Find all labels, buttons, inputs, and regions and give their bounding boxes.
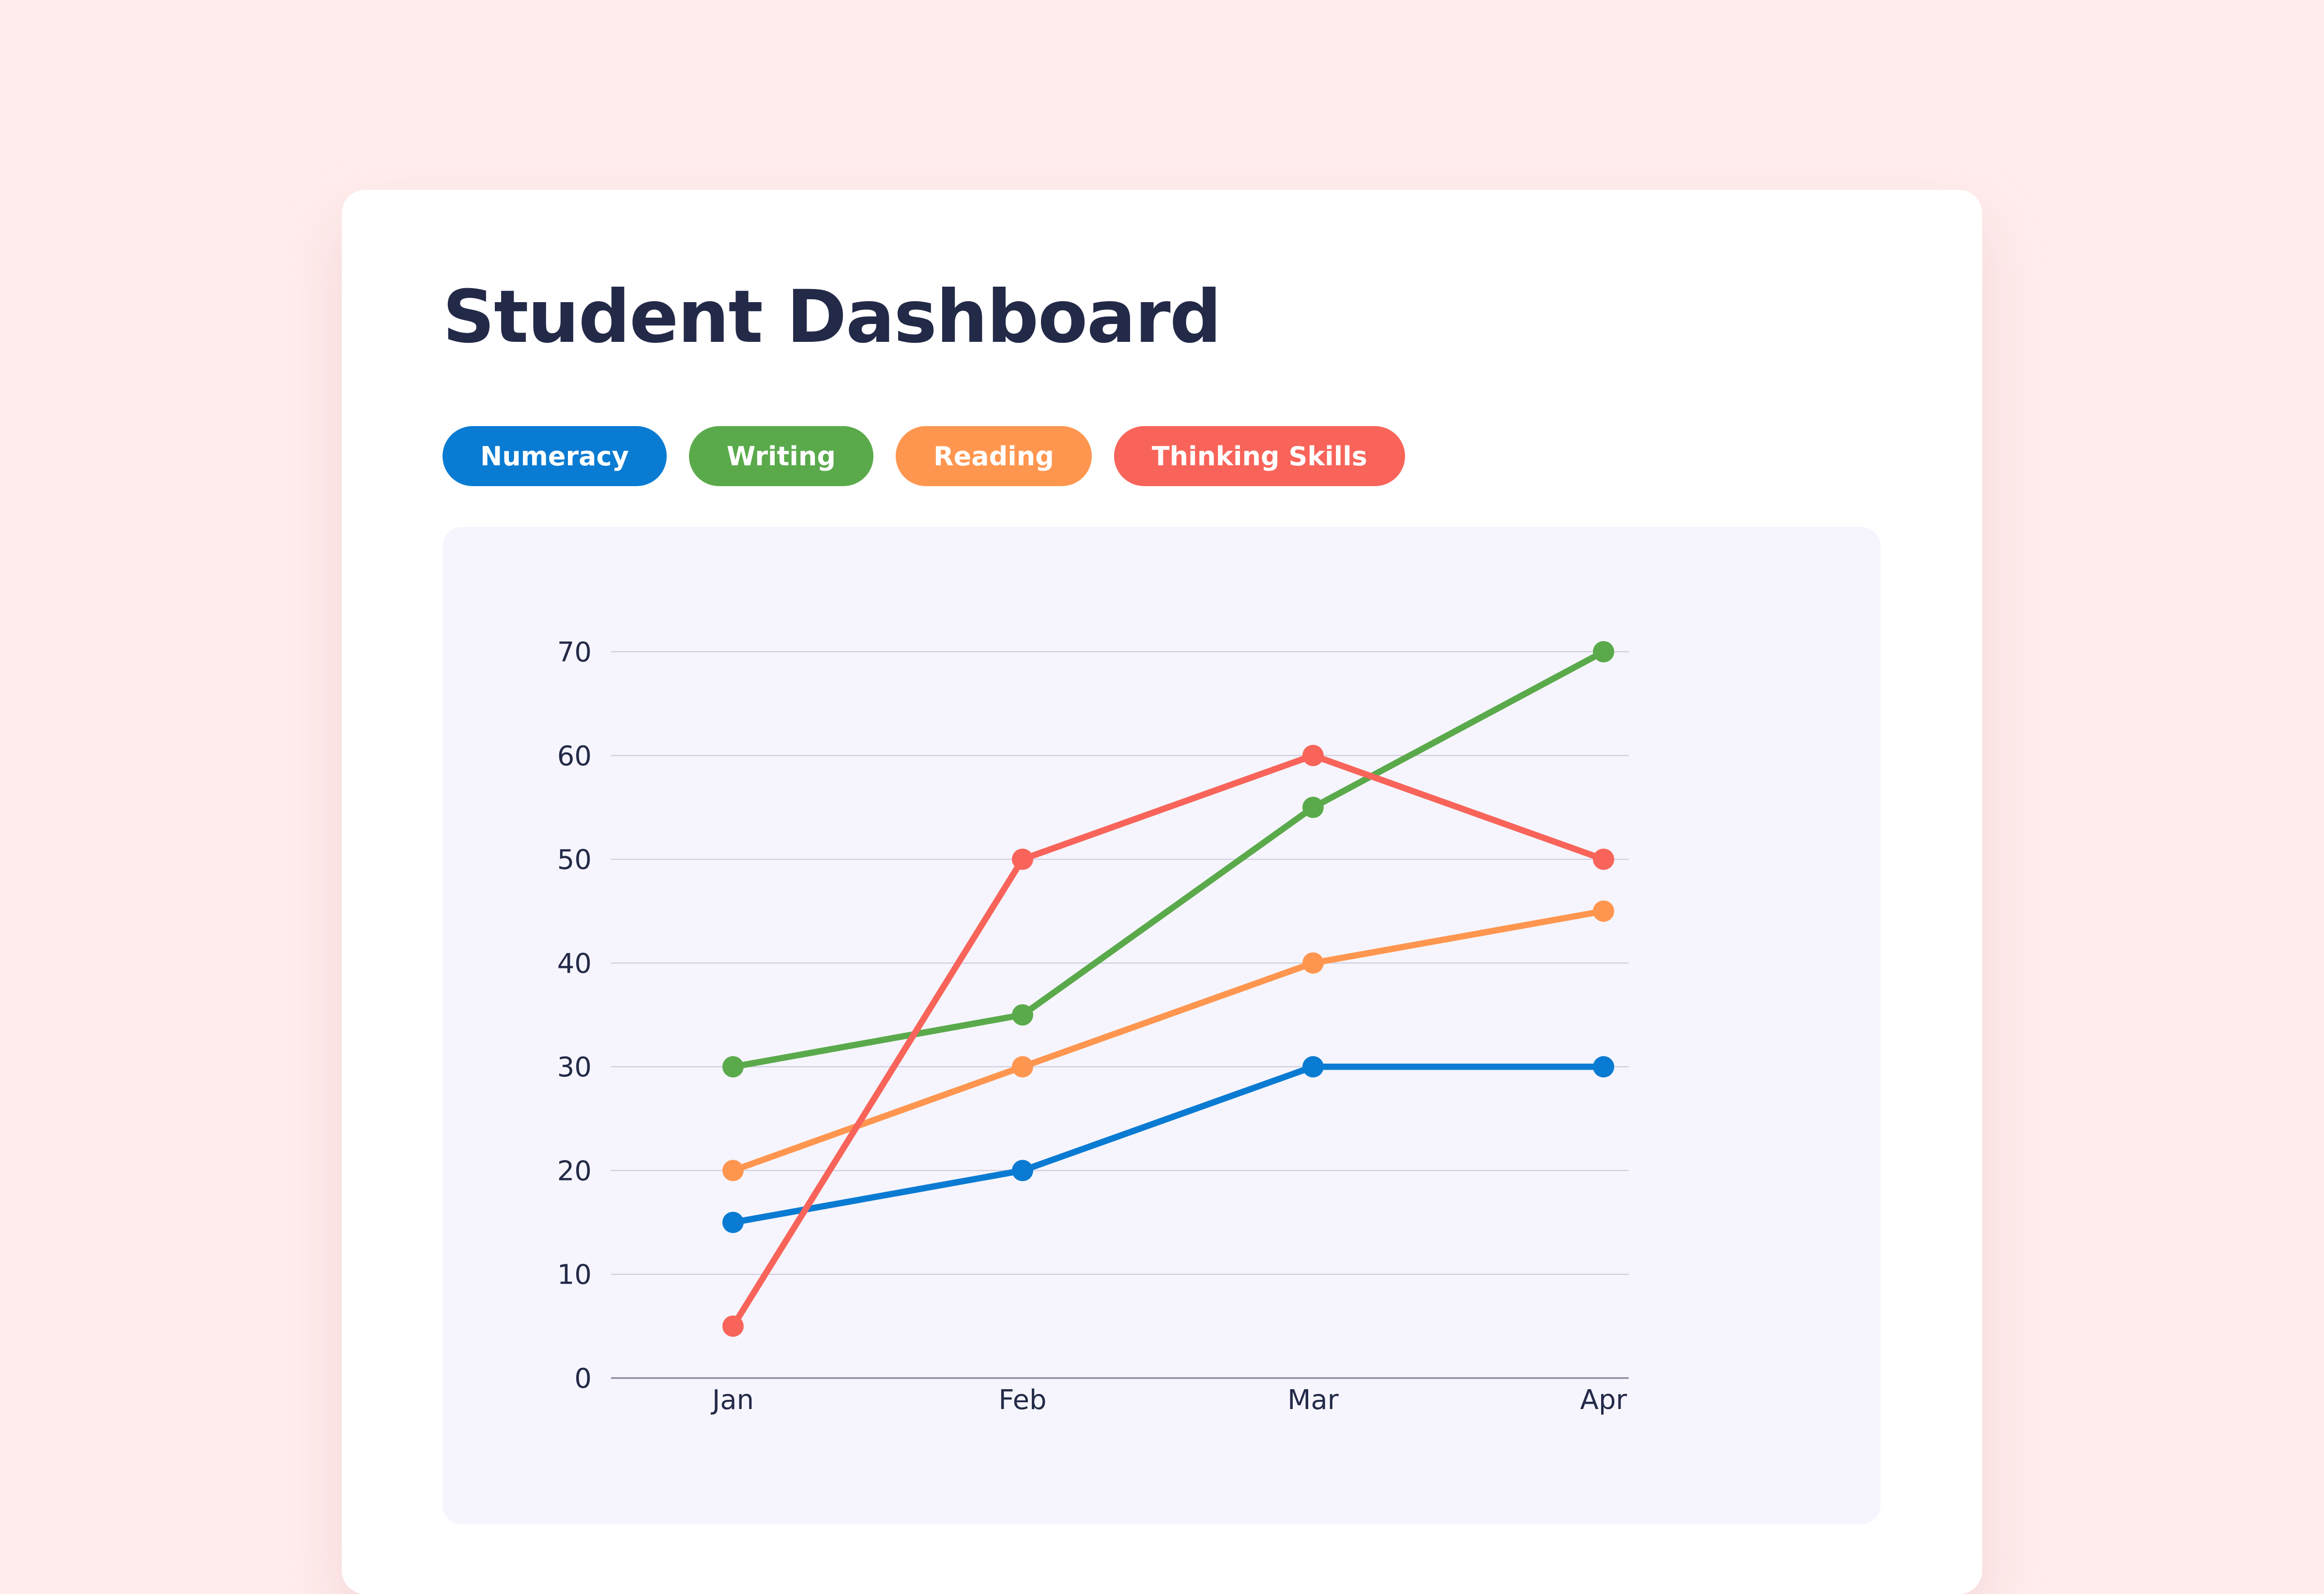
y-axis-labels: 0 10 20 30 40 50 60 70 <box>557 637 592 1395</box>
chart-panel: 0 10 20 30 40 50 60 70 Jan Feb Mar Apr <box>443 527 1881 1524</box>
data-point-writing-apr[interactable] <box>1593 641 1614 662</box>
page-title: Student Dashboard <box>443 275 1222 359</box>
series-line-writing <box>730 648 1607 1070</box>
data-point-thinking-skills-apr[interactable] <box>1593 848 1614 870</box>
x-tick-label-apr: Apr <box>1580 1384 1628 1416</box>
y-tick-label-50: 50 <box>557 844 592 876</box>
grid-lines <box>611 651 1629 1379</box>
series-line-numeracy <box>730 1063 1607 1226</box>
line-chart: 0 10 20 30 40 50 60 70 Jan Feb Mar Apr <box>557 637 1629 1416</box>
y-tick-label-60: 60 <box>557 740 592 772</box>
data-point-reading-jan[interactable] <box>722 1160 744 1181</box>
legend-pill-thinking-skills[interactable]: Thinking Skills <box>1114 426 1405 486</box>
data-point-writing-jan[interactable] <box>722 1056 744 1078</box>
y-tick-label-0: 0 <box>574 1363 592 1395</box>
series-line-thinking-skills <box>730 752 1607 1330</box>
data-point-reading-feb[interactable] <box>1012 1056 1033 1078</box>
legend-pill-reading[interactable]: Reading <box>896 426 1092 486</box>
data-point-numeracy-feb[interactable] <box>1012 1160 1033 1181</box>
legend-pill-numeracy[interactable]: Numeracy <box>443 426 667 486</box>
dashboard-card: Student Dashboard Numeracy Writing Readi… <box>342 190 1982 1594</box>
data-point-reading-mar[interactable] <box>1302 952 1324 974</box>
y-tick-label-10: 10 <box>557 1259 592 1291</box>
data-point-numeracy-mar[interactable] <box>1302 1056 1324 1078</box>
series-points <box>722 641 1614 1337</box>
x-tick-label-jan: Jan <box>711 1384 754 1416</box>
y-tick-label-30: 30 <box>557 1052 592 1083</box>
data-point-numeracy-apr[interactable] <box>1593 1056 1614 1078</box>
legend: Numeracy Writing Reading Thinking Skills <box>443 426 1405 486</box>
series-lines <box>730 648 1607 1330</box>
data-point-writing-feb[interactable] <box>1012 1004 1033 1026</box>
series-line-reading <box>730 908 1607 1174</box>
x-tick-label-mar: Mar <box>1287 1384 1339 1416</box>
data-point-thinking-skills-feb[interactable] <box>1012 848 1033 870</box>
x-tick-label-feb: Feb <box>998 1384 1046 1416</box>
y-tick-label-40: 40 <box>557 948 592 980</box>
legend-pill-writing[interactable]: Writing <box>688 426 873 486</box>
data-point-thinking-skills-mar[interactable] <box>1302 745 1324 766</box>
x-axis-labels: Jan Feb Mar Apr <box>711 1384 1628 1416</box>
y-tick-label-70: 70 <box>557 637 592 668</box>
data-point-writing-mar[interactable] <box>1302 797 1324 818</box>
data-point-thinking-skills-jan[interactable] <box>722 1315 744 1337</box>
y-tick-label-20: 20 <box>557 1155 592 1187</box>
data-point-numeracy-jan[interactable] <box>722 1211 744 1233</box>
data-point-reading-apr[interactable] <box>1593 900 1614 922</box>
